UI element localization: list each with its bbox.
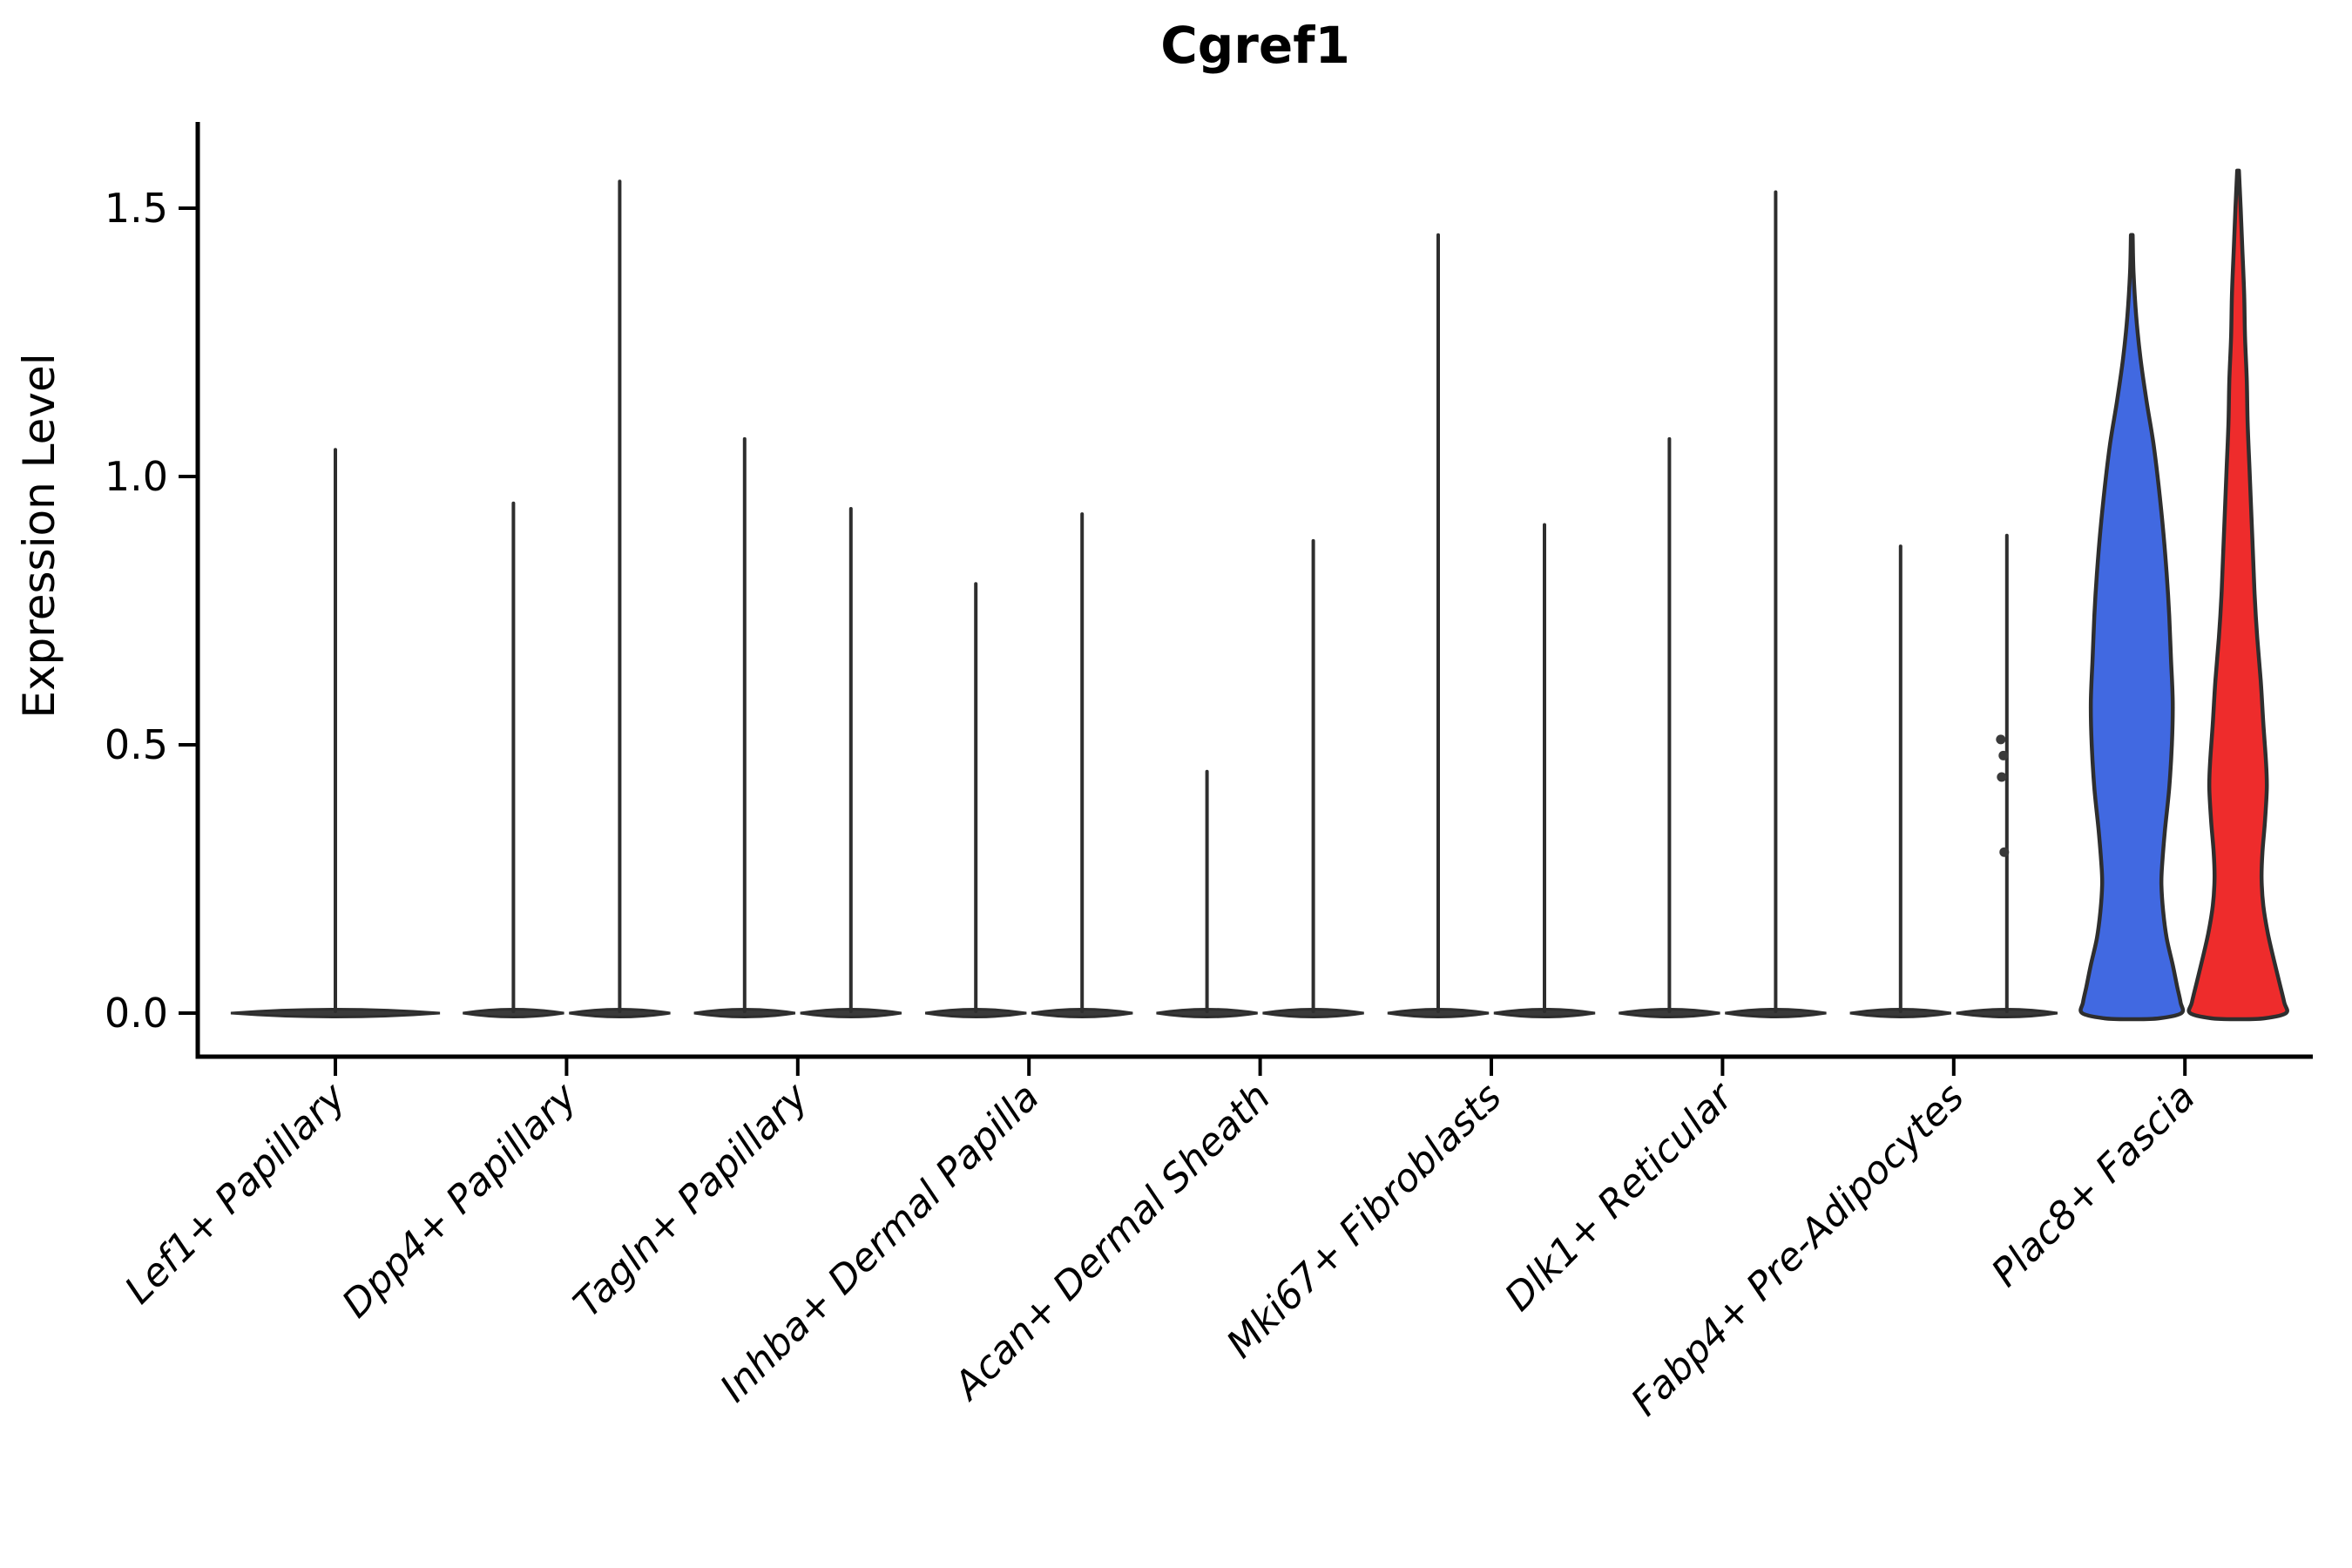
y-tick-label: 1.5 [105,185,168,232]
jitter-point [1996,734,2006,745]
x-tick-label: Dpp4+ Papillary [334,1074,586,1327]
chart-title: Cgref1 [1160,16,1350,75]
y-tick-label: 0.0 [105,990,168,1037]
x-tick-label: Tagln+ Papillary [565,1074,817,1326]
jitter-point [1997,772,2007,782]
x-tick-label: Lef1+ Papillary [117,1074,355,1313]
x-tick-label: Plac8+ Fascia [1984,1075,2204,1295]
y-tick-label: 0.5 [105,721,168,768]
jitter-point [1998,750,2009,760]
violin [2186,168,2289,1022]
x-tick-label: Dlk1+ Reticular [1497,1073,1743,1320]
y-axis-label: Expression Level [14,353,64,718]
y-tick-label: 1.0 [105,453,168,500]
jitter-point [1999,847,2010,857]
violin [2078,233,2186,1022]
violins-layer [230,168,2289,1022]
